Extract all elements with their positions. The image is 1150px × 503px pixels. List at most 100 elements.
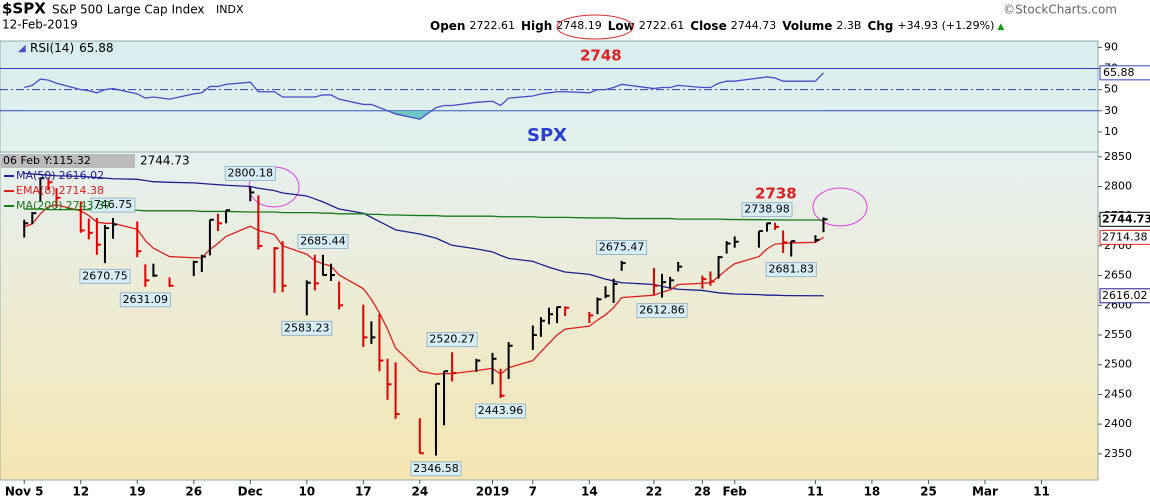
annotation-box	[297, 234, 349, 249]
rsi-legend-icon: ◢	[18, 43, 26, 54]
value-box	[1099, 211, 1150, 227]
legend-value: 2616.02	[59, 169, 105, 182]
annotation-box	[741, 202, 793, 218]
legend-value: 2743.37	[66, 199, 112, 212]
index-name: S&P 500 Large Cap Index	[52, 3, 205, 17]
series-line	[24, 208, 824, 221]
annotation-box	[426, 332, 478, 348]
annotation: 2631.09	[123, 293, 169, 306]
x-tick-label: 7	[529, 485, 537, 499]
highlight-ellipse	[556, 14, 634, 40]
x-tick-label: 28	[694, 485, 711, 499]
value-box-label: 2616.02	[1102, 289, 1148, 302]
legend-entry: MA(50) 2616.02	[16, 169, 104, 182]
x-tick-label: 2019	[476, 485, 509, 499]
quote-value: 2722.61	[639, 19, 685, 32]
x-tick-label: 14	[581, 485, 598, 499]
quote-value: +34.93 (+1.29%)	[897, 19, 994, 32]
x-tick-label: 25	[920, 485, 937, 499]
y-tick-label: 2800	[1104, 179, 1132, 192]
annotation: 2800.18	[228, 166, 274, 179]
x-tick-label: Nov 5	[5, 485, 44, 499]
y-tick-label: 2450	[1104, 387, 1132, 400]
quote-name: High	[521, 19, 552, 33]
series-line	[24, 172, 824, 297]
annotation-box	[224, 165, 276, 181]
rsi-tick-label: 30	[1104, 104, 1118, 117]
exchange: INDX	[216, 3, 244, 16]
x-tick-label: 11	[1033, 485, 1050, 499]
x-tick-label: Dec	[238, 485, 263, 499]
annotation: 2675.47	[599, 240, 645, 253]
quote-value: 2.3B	[836, 19, 861, 32]
rsi-tick-label: 90	[1104, 40, 1118, 53]
rsi-tick-label: 10	[1104, 125, 1118, 138]
value-box-label: 2714.38	[1102, 230, 1148, 243]
annotation: 2612.86	[639, 304, 685, 317]
rsi-legend-value: 65.88	[79, 41, 113, 55]
legend-name: MA(50)	[16, 169, 56, 182]
chg-arrow: ▲	[997, 22, 1004, 32]
legend-value: 2714.38	[59, 184, 105, 197]
value-box	[1099, 288, 1150, 304]
legend-close: 2744.73	[140, 154, 190, 168]
quote-name: Open	[430, 19, 465, 33]
annotation-box	[90, 197, 136, 213]
crosshair-box	[1, 154, 135, 168]
rsi-value-box	[1099, 65, 1150, 81]
x-tick-label: 18	[864, 485, 881, 499]
x-tick-label: 17	[355, 485, 372, 499]
x-tick-label: 12	[72, 485, 89, 499]
copyright: ©StockCharts.com	[1003, 3, 1117, 17]
annotation: 2681.83	[768, 263, 814, 276]
quote-name: Volume	[782, 19, 832, 33]
annotation-box	[119, 292, 171, 308]
legend-entry: MA(200) 2743.37	[16, 199, 111, 212]
annotation-box	[636, 303, 688, 319]
rsi-legend-name: RSI(14)	[30, 41, 74, 55]
annotation-box	[765, 262, 817, 278]
value-box-label: 2744.73	[1102, 212, 1150, 225]
x-tick-label: Mar	[972, 485, 998, 499]
note: SPX	[527, 125, 567, 146]
annotation: 2685.44	[300, 235, 346, 248]
annotation: 2670.75	[82, 269, 128, 282]
rsi-tick-label: 50	[1104, 83, 1118, 96]
note: 2738	[755, 185, 797, 203]
annotation: 2346.58	[413, 462, 459, 475]
annotation-box	[410, 461, 462, 477]
legend-name: MA(200)	[16, 199, 63, 212]
quote-value: 2748.19	[556, 19, 602, 32]
rsi-value: 65.88	[1103, 66, 1135, 79]
symbol: $SPX	[2, 0, 46, 18]
value-box	[1099, 229, 1150, 245]
x-tick-label: Feb	[722, 485, 747, 499]
legend-name: EMA(8)	[16, 184, 56, 197]
x-tick-label: 26	[185, 485, 202, 499]
x-tick-label: 19	[129, 485, 146, 499]
rsi-line	[24, 72, 824, 120]
annotation: 2738.98	[744, 203, 790, 216]
annotation-box	[596, 240, 648, 255]
annotation: 2443.96	[478, 404, 524, 417]
y-tick-label: 2550	[1104, 328, 1132, 341]
y-tick-label: 2500	[1104, 358, 1132, 371]
quote: Open 2722.61 High 2748.19 Low 2722.61 Close 274…	[430, 19, 1004, 33]
quote-value: 2744.73	[731, 19, 777, 32]
rsi-fill	[387, 110, 432, 120]
rsi-legend: RSI(14) 65.88	[30, 41, 114, 55]
annotation: 2520.27	[429, 333, 475, 346]
quote-value: 2722.61	[469, 19, 515, 32]
quote-name: Chg	[867, 19, 893, 33]
x-tick-label: 11	[807, 485, 824, 499]
annotation-box	[281, 320, 333, 336]
y-tick-label: 2650	[1104, 269, 1132, 282]
date: 12-Feb-2019	[2, 18, 78, 32]
annotation-box	[475, 403, 527, 419]
highlight-ellipse	[812, 187, 868, 227]
legend-entry: EMA(8) 2714.38	[16, 184, 104, 197]
y-tick-label: 2400	[1104, 417, 1132, 430]
quote-name: Low	[608, 19, 635, 33]
quote-name: Close	[690, 19, 726, 33]
